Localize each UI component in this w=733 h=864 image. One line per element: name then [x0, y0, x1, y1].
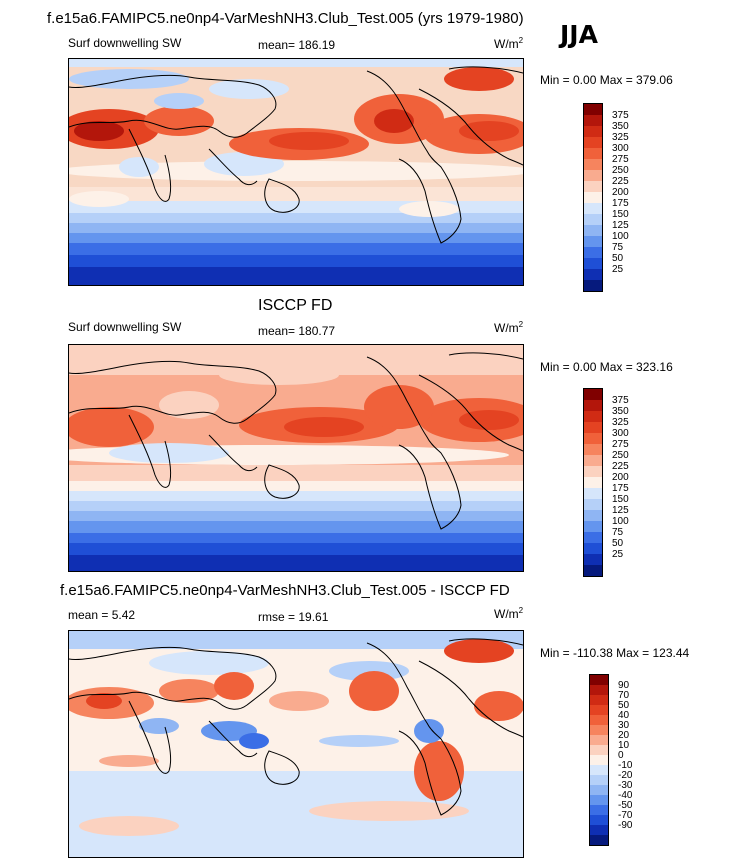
panel1-variable-label: Surf downwelling SW [68, 36, 182, 50]
panel1-colorbar-tick: 125 [612, 220, 629, 231]
panel1-colorbar-tick: 325 [612, 132, 629, 143]
panel1-colorbar-tick: 175 [612, 198, 629, 209]
panel2-colorbar-tick: 250 [612, 450, 629, 461]
panel2-colorbar-tick: 350 [612, 406, 629, 417]
panel2-units: W/m2 [494, 320, 524, 335]
panel1-colorbar-tick: 300 [612, 143, 629, 154]
panel2-colorbar-tick: 300 [612, 428, 629, 439]
panel2-colorbar-tick: 150 [612, 494, 629, 505]
panel1-colorbar [583, 103, 603, 292]
panel3-colorbar-tick: 90 [618, 680, 630, 691]
panel3-minmax: Min = -110.38 Max = 123.44 [540, 646, 690, 660]
panel1-minmax: Min = 0.00 Max = 379.06 [540, 73, 673, 87]
panel3-colorbar-tick: 20 [618, 730, 630, 741]
panel2-colorbar-tick: 25 [612, 549, 624, 560]
panel2-map-field [69, 345, 523, 571]
panel2-colorbar-tick: 75 [612, 527, 624, 538]
season-label: JJA [560, 20, 598, 49]
panel1-mean-label: mean= 186.19 [258, 38, 336, 52]
panel1-colorbar-tick: 225 [612, 176, 629, 187]
panel3-mean-label: mean = 5.42 [68, 608, 136, 622]
panel1-colorbar-tick: 375 [612, 110, 629, 121]
panel3-colorbar-tick: 0 [618, 750, 624, 761]
panel1-colorbar-tick: 50 [612, 253, 624, 264]
panel3-colorbar-tick: 40 [618, 710, 630, 721]
panel2-colorbar-tick: 50 [612, 538, 624, 549]
panel1-colorbar-tick: 150 [612, 209, 629, 220]
panel3-title: f.e15a6.FAMIPC5.ne0np4-VarMeshNH3.Club_T… [60, 582, 510, 599]
panel3-colorbar-tick: -50 [618, 800, 633, 811]
panel2-colorbar-tick: 175 [612, 483, 629, 494]
panel3-colorbar-tick: -90 [618, 820, 633, 831]
panel3-rmse-label: rmse = 19.61 [258, 610, 329, 624]
panel3-colorbar-tick: 30 [618, 720, 630, 731]
panel3-map-field [69, 631, 523, 857]
panel2-colorbar-tick: 375 [612, 395, 629, 406]
panel2-colorbar-tick: 225 [612, 461, 629, 472]
panel3-colorbar-tick: -20 [618, 770, 633, 781]
panel3-units: W/m2 [494, 606, 524, 621]
panel2-colorbar-tick: 100 [612, 516, 629, 527]
panel3-colorbar-tick: -10 [618, 760, 633, 771]
panel3-colorbar-tick: -70 [618, 810, 633, 821]
panel3-colorbar-tick: -30 [618, 780, 633, 791]
panel3-colorbar-tick: 10 [618, 740, 630, 751]
panel2-colorbar [583, 388, 603, 577]
panel1-map-field [69, 59, 523, 285]
panel2-variable-label: Surf downwelling SW [68, 320, 182, 334]
panel2-title: ISCCP FD [258, 297, 333, 314]
panel1-colorbar-tick: 275 [612, 154, 629, 165]
panel3-colorbar-tick: 70 [618, 690, 630, 701]
panel1-units: W/m2 [494, 36, 524, 51]
panel3-colorbar-tick: -40 [618, 790, 633, 801]
panel2-colorbar-tick: 275 [612, 439, 629, 450]
panel3-map [68, 630, 524, 858]
panel3-colorbar [589, 674, 609, 846]
panel2-colorbar-tick: 200 [612, 472, 629, 483]
panel1-colorbar-tick: 25 [612, 264, 624, 275]
panel2-colorbar-tick: 325 [612, 417, 629, 428]
panel2-mean-label: mean= 180.77 [258, 324, 336, 338]
panel2-colorbar-tick: 125 [612, 505, 629, 516]
panel1-colorbar-tick: 75 [612, 242, 624, 253]
panel2-minmax: Min = 0.00 Max = 323.16 [540, 360, 673, 374]
panel1-colorbar-tick: 100 [612, 231, 629, 242]
plot-title: f.e15a6.FAMIPC5.ne0np4-VarMeshNH3.Club_T… [47, 10, 524, 27]
panel1-colorbar-tick: 350 [612, 121, 629, 132]
panel1-colorbar-tick: 250 [612, 165, 629, 176]
panel3-colorbar-tick: 50 [618, 700, 630, 711]
panel2-map [68, 344, 524, 572]
panel1-map [68, 58, 524, 286]
panel1-colorbar-tick: 200 [612, 187, 629, 198]
